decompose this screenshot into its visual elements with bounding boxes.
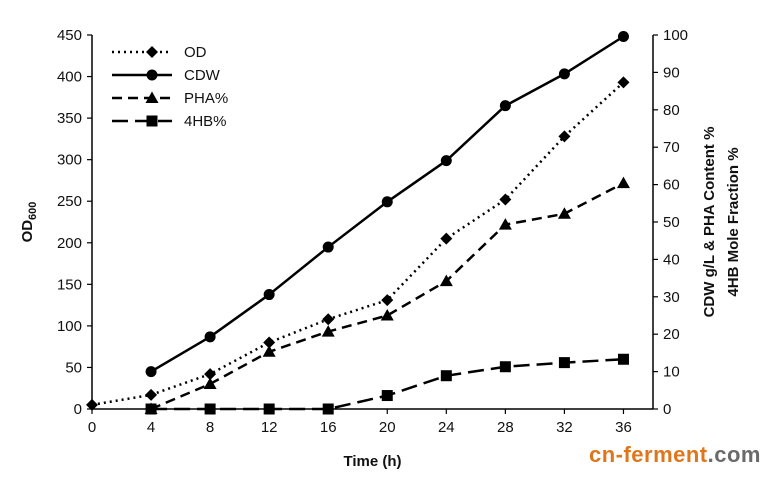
y-left-tick-label: 350	[57, 110, 82, 127]
legend-marker-pha	[145, 91, 159, 103]
data-point-4hb	[145, 403, 157, 415]
x-axis-title: Time (h)	[343, 453, 401, 470]
x-tick-label: 32	[556, 419, 573, 436]
y-right-tick-label: 40	[663, 251, 680, 268]
y-left-tick-label: 0	[74, 401, 82, 418]
y-right-tick-label: 70	[663, 139, 680, 156]
series-line-pha	[150, 181, 625, 411]
y-axis-right-title-line2: 4HB Mole Fraction %	[725, 147, 742, 296]
data-point-od	[263, 336, 276, 349]
data-point-cdw	[322, 241, 334, 253]
data-point-od	[204, 368, 217, 381]
data-point-od	[558, 130, 571, 143]
y-left-tick-label: 200	[57, 235, 82, 252]
data-point-cdw	[499, 100, 511, 112]
data-point-cdw	[145, 366, 157, 378]
data-point-cdw	[263, 289, 275, 301]
y-left-tick-label: 400	[57, 69, 82, 86]
watermark-part1: cn-ferment	[588, 442, 708, 467]
y-left-tick-label: 300	[57, 152, 82, 169]
data-point-4hb	[617, 353, 629, 365]
y-right-tick-label: 10	[663, 364, 680, 381]
x-tick-label: 4	[147, 419, 155, 436]
x-tick-label: 20	[379, 419, 396, 436]
y-right-tick-label: 30	[663, 289, 680, 306]
x-tick-label: 12	[261, 419, 278, 436]
x-tick-label: 24	[438, 419, 455, 436]
data-point-4hb	[381, 390, 393, 402]
data-point-cdw	[440, 155, 452, 167]
y-right-tick-label: 50	[663, 214, 680, 231]
y-right-tick-label: 0	[663, 401, 671, 418]
data-point-od	[617, 76, 630, 89]
data-point-cdw	[558, 68, 570, 80]
x-tick-label: 36	[615, 419, 632, 436]
x-tick-label: 28	[497, 419, 514, 436]
y-left-tick-label: 450	[57, 27, 82, 44]
data-point-cdw	[204, 331, 216, 343]
legend-label-4hb: 4HB%	[184, 113, 227, 130]
data-point-4hb	[558, 357, 570, 369]
data-point-od	[145, 388, 158, 401]
data-point-pha	[203, 377, 217, 389]
y-right-tick-label: 60	[663, 177, 680, 194]
data-point-od	[381, 294, 394, 307]
legend-marker-cdw	[146, 69, 158, 81]
series-line-4hb	[151, 358, 624, 411]
data-point-4hb	[322, 403, 334, 415]
data-point-pha	[439, 274, 453, 287]
data-point-pha	[380, 309, 394, 321]
data-point-od	[322, 313, 335, 326]
y-left-tick-label: 150	[57, 276, 82, 293]
legend-marker-od	[146, 46, 158, 58]
data-point-pha	[498, 218, 512, 230]
data-point-pha	[262, 345, 276, 357]
legend-label-pha: PHA%	[184, 90, 228, 107]
y-axis-left-title: OD600	[19, 202, 39, 243]
data-point-4hb	[263, 403, 275, 415]
legend-label-cdw: CDW	[184, 67, 221, 84]
data-point-pha	[557, 207, 571, 219]
x-tick-label: 8	[206, 419, 214, 436]
data-point-pha	[321, 325, 335, 337]
x-tick-label: 16	[320, 419, 337, 436]
y-left-tick-label: 50	[65, 359, 82, 376]
data-point-od	[86, 398, 98, 411]
y-right-tick-label: 80	[663, 102, 680, 119]
legend-label-od: OD	[184, 44, 207, 61]
data-point-4hb	[499, 361, 511, 373]
y-right-tick-label: 20	[663, 326, 680, 343]
y-right-tick-label: 100	[663, 27, 688, 44]
y-right-tick-label: 90	[663, 64, 680, 81]
y-left-tick-label: 100	[57, 318, 82, 335]
legend-marker-4hb	[146, 115, 158, 127]
x-tick-label: 0	[88, 419, 96, 436]
y-left-tick-label: 250	[57, 193, 82, 210]
data-point-cdw	[381, 196, 393, 208]
series-line-od	[91, 81, 625, 407]
data-point-pha	[616, 176, 630, 189]
data-point-od	[440, 232, 453, 245]
data-point-4hb	[204, 403, 216, 415]
data-point-4hb	[440, 370, 452, 382]
data-point-cdw	[617, 30, 629, 42]
watermark: cn-ferment.com	[589, 442, 761, 468]
data-point-od	[499, 193, 512, 206]
y-axis-right-title-line1: CDW g/L & PHA Content %	[701, 127, 718, 318]
watermark-part2: .com	[707, 442, 761, 467]
